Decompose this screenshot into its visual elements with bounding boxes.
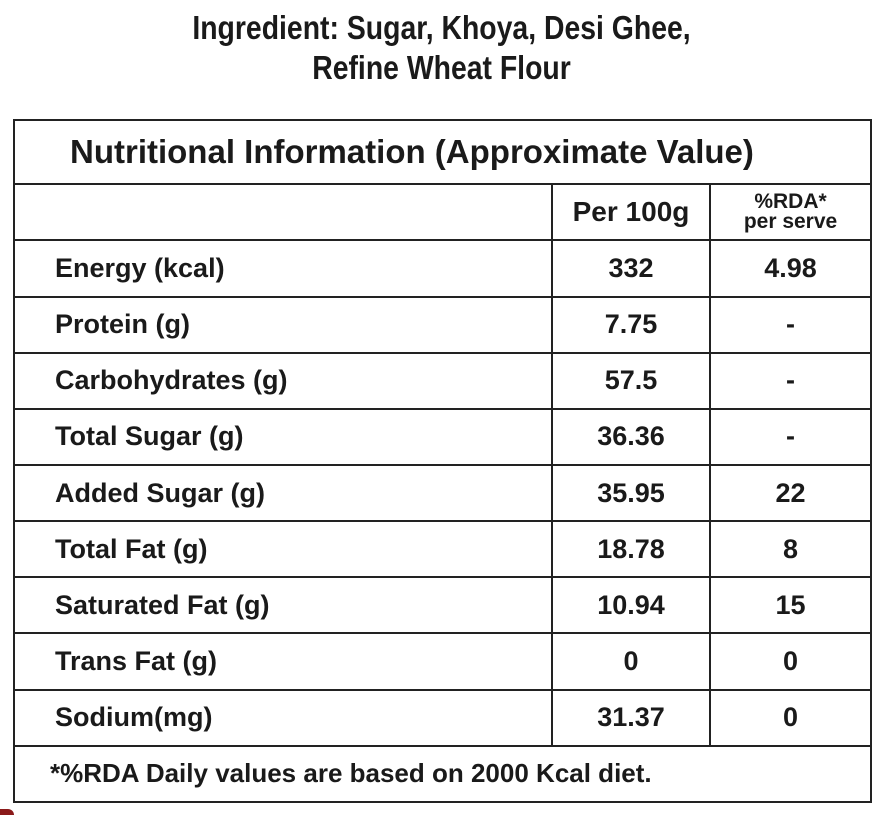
per-100g-value: 57.5 xyxy=(551,351,711,410)
decorative-edge xyxy=(0,809,14,815)
rda-value: - xyxy=(708,295,873,354)
header-per-100g: Per 100g xyxy=(551,183,711,242)
ingredients-line-1: Ingredient: Sugar, Khoya, Desi Ghee, xyxy=(192,9,691,46)
per-100g-value: 10.94 xyxy=(551,576,711,635)
table-title-row: Nutritional Information (Approximate Val… xyxy=(12,118,873,186)
table-row: Saturated Fat (g) 10.94 15 xyxy=(13,576,873,635)
per-100g-value: 18.78 xyxy=(551,520,711,579)
nutrient-name: Trans Fat (g) xyxy=(13,632,553,691)
header-rda-line-2: per serve xyxy=(743,210,838,234)
table-row: Added Sugar (g) 35.95 22 xyxy=(13,463,873,523)
table-row: Protein (g) 7.75- xyxy=(13,295,873,354)
per-100g-value: 31.37 xyxy=(551,688,711,747)
footnote-row: *%RDA Daily values are based on 2000 Kca… xyxy=(12,744,873,804)
nutrient-name: Energy (kcal) xyxy=(13,239,553,298)
rda-value: 0 xyxy=(708,632,873,691)
table-title: Nutritional Information (Approximate Val… xyxy=(12,118,873,186)
nutrient-name: Added Sugar (g) xyxy=(13,463,553,523)
footnote: *%RDA Daily values are based on 2000 Kca… xyxy=(12,744,873,804)
per-100g-value: 7.75 xyxy=(551,295,711,354)
rda-value: 22 xyxy=(708,463,873,523)
table-row: Energy (kcal) 332 4.98 xyxy=(13,239,873,298)
nutrient-name: Sodium(mg) xyxy=(13,688,553,747)
nutrient-name: Saturated Fat (g) xyxy=(13,576,553,635)
rda-value: 4.98 xyxy=(708,239,873,298)
per-100g-value: 0 xyxy=(551,632,711,691)
nutrient-name: Total Sugar (g) xyxy=(13,407,553,466)
nutrition-table: Nutritional Information (Approximate Val… xyxy=(12,118,873,804)
per-100g-value: 35.95 xyxy=(551,463,711,523)
table-body: Energy (kcal) 332 4.98 Protein (g) 7.75- Carb… xyxy=(13,239,873,747)
per-100g-value: 332 xyxy=(551,239,711,298)
rda-value: - xyxy=(708,407,873,466)
per-100g-value: 36.36 xyxy=(551,407,711,466)
table-row: Sodium(mg) 31.37 0 xyxy=(13,688,873,747)
table-row: Carbohydrates (g) 57.5- xyxy=(13,351,873,410)
table-row: Total Fat (g) 18.78 8 xyxy=(13,520,873,579)
rda-value: 0 xyxy=(708,688,873,747)
rda-value: - xyxy=(708,351,873,410)
nutrient-name: Carbohydrates (g) xyxy=(13,351,553,410)
ingredients-line-2: Refine Wheat Flour xyxy=(312,49,571,86)
nutrient-name: Total Fat (g) xyxy=(13,520,553,579)
rda-value: 15 xyxy=(708,576,873,635)
header-rda-line-1: %RDA* xyxy=(754,190,827,214)
table-header-row: Per 100g %RDA* per serve xyxy=(13,183,873,242)
nutrient-name: Protein (g) xyxy=(13,295,553,354)
ingredients-text: Ingredient: Sugar, Khoya, Desi Ghee, Ref… xyxy=(62,8,821,88)
rda-value: 8 xyxy=(708,520,873,579)
table-row: Total Sugar (g) 36.36- xyxy=(13,407,873,466)
header-rda: %RDA* per serve xyxy=(708,183,873,242)
header-empty-cell xyxy=(13,183,553,242)
table-row: Trans Fat (g) 0 0 xyxy=(13,632,873,691)
